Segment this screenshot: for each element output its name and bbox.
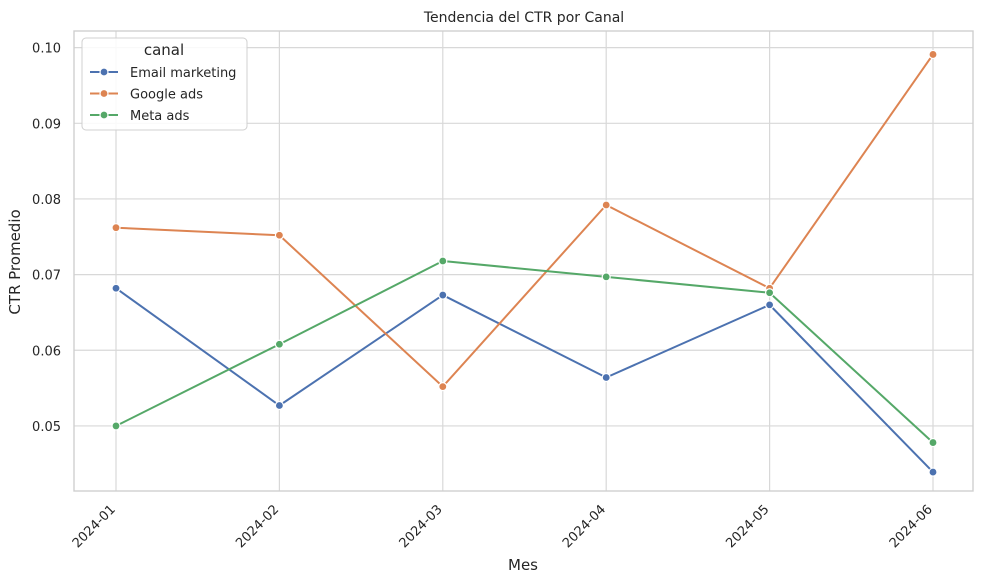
data-point [438, 256, 448, 266]
legend-label: Email marketing [130, 66, 236, 81]
data-point [274, 400, 284, 411]
y-tick-label: 0.06 [32, 344, 61, 359]
data-point [601, 200, 611, 210]
y-tick-label: 0.07 [32, 269, 61, 284]
data-point [764, 300, 775, 310]
chart-title: Tendencia del CTR por Canal [423, 10, 624, 26]
legend-title: canal [144, 41, 184, 59]
y-tick-label: 0.09 [32, 117, 61, 132]
y-tick-label: 0.08 [32, 193, 61, 208]
series-line [115, 260, 934, 444]
y-tick-label: 0.10 [32, 42, 61, 57]
legend-marker [99, 110, 109, 120]
legend-item: Email marketing [90, 66, 236, 81]
data-point [111, 283, 121, 293]
data-point [928, 49, 938, 60]
data-point [928, 467, 938, 477]
legend-box [81, 37, 248, 131]
data-point [928, 437, 938, 448]
data-point [111, 421, 121, 431]
legend-label: Meta ads [130, 109, 190, 124]
legend-label: Google ads [130, 88, 203, 103]
y-tick-label: 0.05 [32, 420, 61, 435]
data-point [274, 339, 284, 349]
data-point [764, 288, 775, 298]
legend: canal Email marketing Google ads Meta ads [81, 37, 248, 131]
series-0 [111, 283, 938, 477]
data-point [601, 372, 611, 383]
series-layer [111, 49, 938, 477]
y-axis-label: CTR Promedio [6, 209, 24, 314]
y-axis-ticks: 0.05 0.06 0.07 0.08 0.09 0.10 [32, 42, 61, 435]
x-axis-label: Mes [508, 556, 538, 574]
data-point [601, 272, 611, 282]
data-point [274, 230, 284, 240]
data-point [438, 381, 448, 392]
series-1 [111, 49, 938, 392]
legend-item: Google ads [90, 88, 203, 103]
plot-frame [73, 30, 974, 492]
data-point [111, 223, 121, 233]
legend-item: Meta ads [90, 109, 190, 124]
series-line [115, 287, 934, 474]
series-2 [111, 256, 938, 448]
legend-marker [99, 88, 109, 99]
legend-items: Email marketing Google ads Meta ads [90, 66, 236, 124]
series-line [115, 53, 934, 388]
legend-marker [99, 67, 109, 77]
data-point [438, 290, 448, 300]
